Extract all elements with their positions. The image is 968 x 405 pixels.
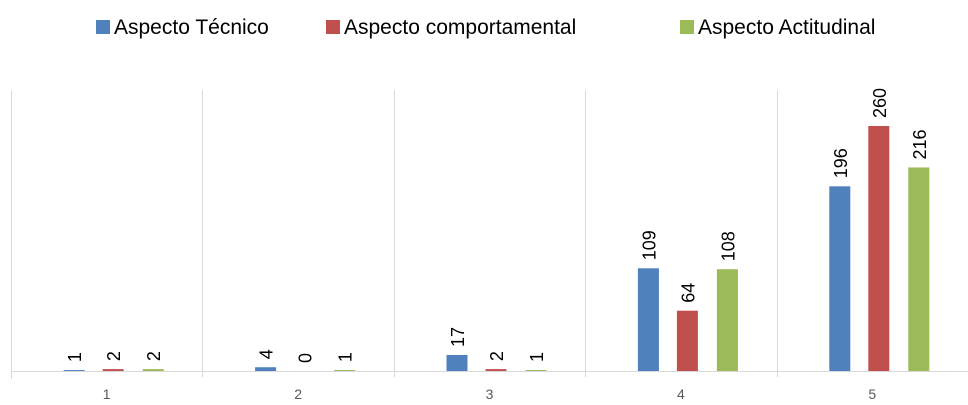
bar-aspecto-comportamental-4 — [676, 310, 698, 371]
x-tick-label-4: 4 — [677, 386, 685, 402]
x-tick-label-2: 2 — [294, 386, 302, 402]
data-label-aspecto-actitudinal-1: 2 — [144, 351, 164, 361]
legend-swatch-aspecto-tecnico — [96, 20, 110, 34]
data-label-aspecto-tecnico-4: 109 — [639, 230, 659, 260]
data-label-aspecto-actitudinal-2: 1 — [336, 352, 356, 362]
data-label-aspecto-comportamental-3: 2 — [487, 351, 507, 361]
legend-label-aspecto-tecnico: Aspecto Técnico — [114, 16, 269, 39]
bar-aspecto-tecnico-5 — [829, 186, 851, 371]
data-label-aspecto-actitudinal-5: 216 — [910, 129, 930, 159]
legend-label-aspecto-comportamental: Aspecto comportamental — [344, 16, 576, 39]
data-label-aspecto-comportamental-2: 0 — [296, 353, 316, 363]
data-label-aspecto-comportamental-1: 2 — [104, 351, 124, 361]
bar-aspecto-actitudinal-4 — [716, 269, 738, 371]
legend-swatch-aspecto-comportamental — [326, 20, 340, 34]
x-axis-ticks: 1 2 3 4 5 — [103, 386, 877, 402]
bar-aspecto-tecnico-1 — [63, 370, 85, 371]
bar-aspecto-actitudinal-2 — [334, 370, 356, 371]
data-label-aspecto-comportamental-4: 64 — [678, 283, 698, 303]
bar-aspecto-tecnico-3 — [446, 354, 468, 371]
bar-aspecto-tecnico-4 — [637, 268, 659, 371]
bar-aspecto-actitudinal-1 — [142, 369, 164, 371]
x-tick-label-5: 5 — [868, 386, 876, 402]
x-tick-label-1: 1 — [103, 386, 111, 402]
data-label-aspecto-actitudinal-3: 1 — [527, 352, 547, 362]
bars — [63, 126, 930, 371]
bar-aspecto-comportamental-3 — [485, 369, 507, 371]
data-label-aspecto-tecnico-5: 196 — [831, 148, 851, 178]
bar-aspecto-comportamental-5 — [868, 126, 890, 371]
legend-label-aspecto-actitudinal: Aspecto Actitudinal — [698, 16, 875, 39]
x-tick-label-3: 3 — [486, 386, 494, 402]
data-label-aspecto-tecnico-1: 1 — [65, 352, 85, 362]
legend-swatch-aspecto-actitudinal — [680, 20, 694, 34]
bar-aspecto-actitudinal-5 — [908, 167, 930, 371]
bar-aspecto-tecnico-2 — [255, 367, 277, 371]
data-label-aspecto-actitudinal-4: 108 — [718, 231, 738, 261]
data-label-aspecto-tecnico-3: 17 — [448, 327, 468, 347]
bar-aspecto-actitudinal-3 — [525, 370, 547, 371]
data-labels: 1 2 2 4 0 1 17 2 1 109 64 108 196 260 216 — [65, 88, 930, 363]
gridlines — [11, 90, 968, 379]
bar-aspecto-comportamental-1 — [102, 369, 124, 371]
legend: Aspecto Técnico Aspecto comportamental Asp… — [96, 16, 875, 39]
data-label-aspecto-tecnico-2: 4 — [257, 349, 277, 359]
data-label-aspecto-comportamental-5: 260 — [870, 88, 890, 118]
